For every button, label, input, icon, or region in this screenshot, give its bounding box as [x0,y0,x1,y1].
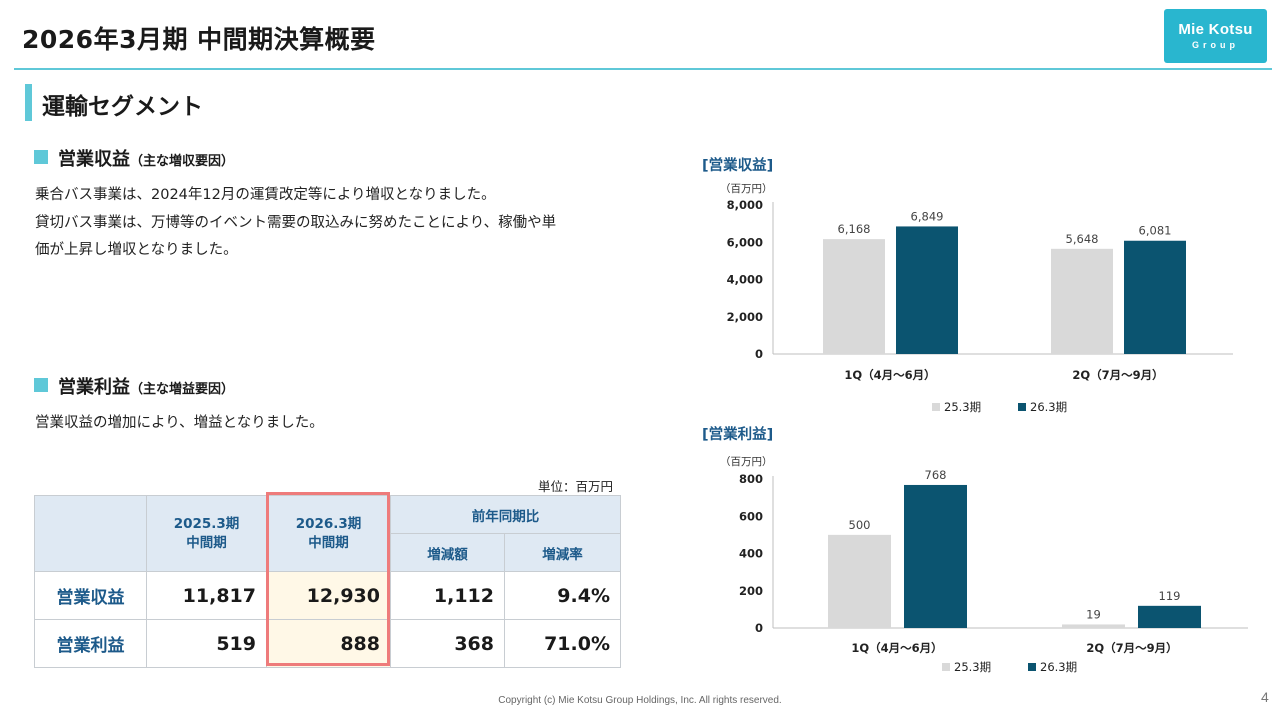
table-row: 営業利益 519 888 368 71.0% [34,619,621,668]
legend-swatch [932,403,940,411]
copyright-footer: Copyright (c) Mie Kotsu Group Holdings, … [498,695,782,706]
row-label: 営業収益 [34,571,147,620]
segment-accent-bar [25,84,32,121]
profit-line: 営業収益の増加により、増益となりました。 [35,415,324,431]
bar [1138,605,1201,628]
cell-rate: 9.4% [504,571,621,620]
bar [1062,624,1125,628]
data-label: 500 [849,518,871,532]
revenue-chart: （百万円） 0 2,000 4,000 6,000 8,000 6,168 6,849 1Q（4… [720,183,1233,414]
y-axis-unit: （百万円） [720,456,773,468]
col-header-prev: 2025.3期 中間期 [146,495,267,572]
cell-curr: 888 [266,619,391,668]
y-tick-label: 400 [739,547,763,561]
cell-curr: 12,930 [266,571,391,620]
data-label: 5,648 [1066,232,1099,246]
y-tick-label: 0 [755,621,763,635]
profit-description: 営業収益の増加により、増益となりました。 [35,410,324,438]
revenue-heading-note: （主な増収要因） [130,154,235,169]
revenue-line: 貸切バス事業は、万博等のイベント需要の取込みに努めたことにより、稼働や単 [35,214,557,231]
data-label: 19 [1086,607,1101,621]
legend-label: 25.3期 [944,400,981,414]
col-header-yoy: 前年同期比 [390,495,621,534]
revenue-chart-title: [営業収益] [702,158,774,174]
data-label: 119 [1159,589,1181,603]
cell-prev: 519 [146,619,267,668]
page-title: 2026年3月期 中間期決算概要 [22,25,376,54]
legend-swatch [1028,663,1036,671]
data-label: 6,168 [838,222,871,236]
revenue-description: 乗合バス事業は、2024年12月の運賃改定等により増収となりました。 貸切バス事… [35,182,556,265]
bar [896,226,958,354]
y-tick-label: 6,000 [727,235,763,249]
summary-table: 2025.3期 中間期 2026.3期 中間期 前年同期比 増減額 増減率 営業… [34,495,621,668]
col-header-rate: 増減率 [504,533,621,572]
y-tick-label: 200 [739,584,763,598]
revenue-line: 価が上昇し増収となりました。 [35,242,238,258]
legend-label: 26.3期 [1040,660,1077,674]
bar [904,484,967,628]
bar [1124,240,1186,354]
table-corner-cell [34,495,147,572]
logo-text: Mie Kotsu [1178,21,1253,38]
col-header-curr-year: 2026.3期 [295,515,362,532]
data-label: 6,849 [911,209,944,223]
cell-diff: 1,112 [390,571,505,620]
logo-subtext: Group [1192,40,1239,50]
company-logo: Mie Kotsu Group [1164,9,1267,63]
cell-diff: 368 [390,619,505,668]
y-tick-label: 4,000 [727,273,763,287]
legend-label: 26.3期 [1030,400,1067,414]
bar [1051,248,1113,354]
cell-rate: 71.0% [504,619,621,668]
revenue-heading: 営業収益（主な増収要因） [58,145,234,171]
category-label: 2Q（7月～9月） [1086,641,1177,655]
profit-chart: （百万円） 0 200 400 600 800 500 768 1Q（4月～6月） 19 119 2Q… [720,456,1248,674]
revenue-heading-text: 営業収益 [58,149,130,170]
col-header-prev-period: 中間期 [186,534,227,551]
cell-prev: 11,817 [146,571,267,620]
y-axis-unit: （百万円） [720,183,773,195]
col-header-prev-year: 2025.3期 [173,515,240,532]
profit-heading: 営業利益（主な増益要因） [58,373,234,399]
revenue-line: 乗合バス事業は、2024年12月の運賃改定等により増収となりました。 [35,187,496,203]
revenue-bullet-icon [34,150,48,164]
profit-heading-note: （主な増益要因） [130,382,235,397]
y-tick-label: 2,000 [727,310,763,324]
col-header-diff: 増減額 [390,533,505,572]
col-header-curr-period: 中間期 [308,534,349,551]
data-label: 768 [925,468,947,482]
y-tick-label: 0 [755,347,763,361]
segment-title: 運輸セグメント [42,94,203,120]
bar [823,239,885,354]
category-label: 2Q（7月～9月） [1072,368,1163,382]
legend-swatch [942,663,950,671]
page-number: 4 [1261,689,1269,705]
bar [828,534,891,628]
y-tick-label: 800 [739,472,763,486]
y-tick-label: 8,000 [727,198,763,212]
legend-label: 25.3期 [954,660,991,674]
table-row: 営業収益 11,817 12,930 1,112 9.4% [34,571,621,620]
y-tick-label: 600 [739,509,763,523]
category-label: 1Q（4月～6月） [851,641,942,655]
profit-chart-title: [営業利益] [702,427,774,443]
title-divider [14,68,1272,70]
legend-swatch [1018,403,1026,411]
category-label: 1Q（4月～6月） [844,368,935,382]
data-label: 6,081 [1139,224,1172,238]
col-header-curr: 2026.3期 中間期 [266,495,391,572]
profit-heading-text: 営業利益 [58,377,130,398]
table-unit-label: 単位：百万円 [538,479,614,494]
row-label: 営業利益 [34,619,147,668]
profit-bullet-icon [34,378,48,392]
